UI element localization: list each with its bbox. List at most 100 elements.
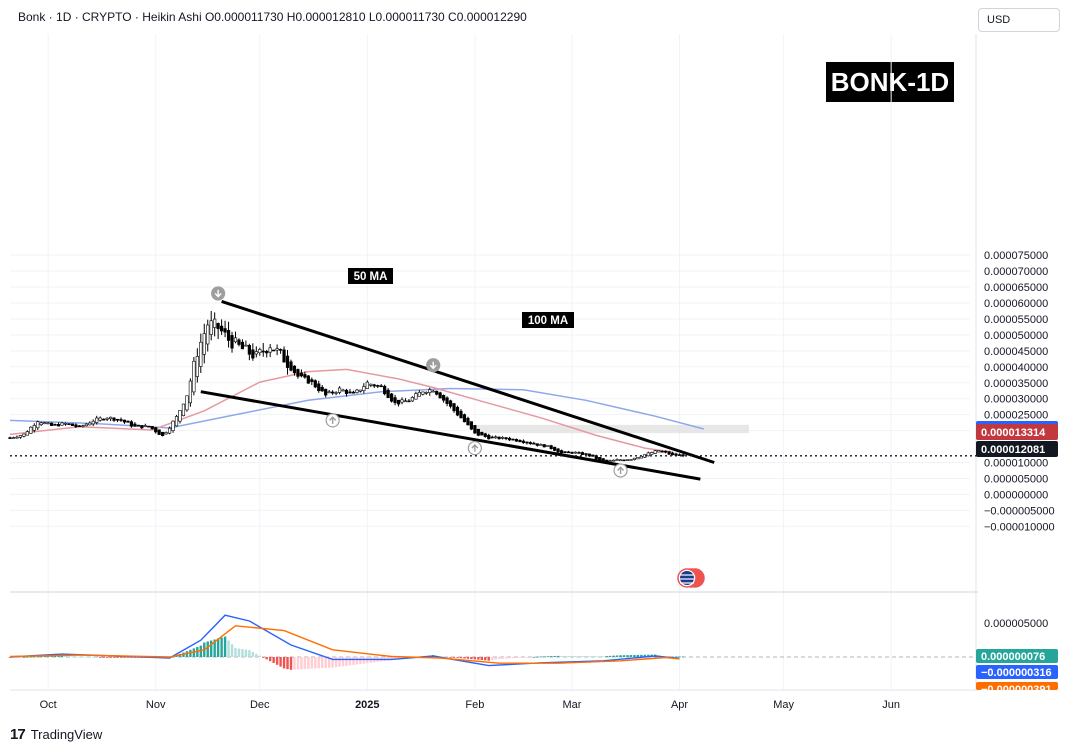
candle-body bbox=[376, 385, 380, 387]
candle-body bbox=[102, 418, 106, 421]
candle bbox=[407, 399, 411, 403]
candle bbox=[681, 453, 685, 458]
candle bbox=[11, 436, 16, 439]
x-tick-label: Nov bbox=[146, 699, 166, 711]
price-badge: 0.000012081 bbox=[976, 441, 1058, 457]
candle-body bbox=[174, 416, 179, 427]
macd-histogram-bar bbox=[678, 656, 681, 658]
candle-body bbox=[442, 395, 446, 401]
candle bbox=[206, 319, 210, 352]
candle bbox=[150, 425, 154, 430]
candle-body bbox=[431, 390, 435, 393]
y-tick-label: 0.000055000 bbox=[984, 314, 1048, 326]
candle-body bbox=[268, 347, 272, 353]
candle-body bbox=[462, 414, 467, 423]
macd-histogram-bar bbox=[53, 655, 57, 657]
candle bbox=[254, 346, 258, 358]
candle-body bbox=[351, 391, 356, 394]
macd-histogram-bar bbox=[345, 657, 348, 666]
macd-histogram-bar bbox=[60, 655, 64, 657]
candle bbox=[459, 409, 463, 419]
candle bbox=[504, 436, 508, 441]
macd-histogram-bar bbox=[116, 657, 119, 658]
candle-body bbox=[206, 324, 210, 345]
macd-histogram-badge-text: 0.000000076 bbox=[981, 651, 1045, 663]
candle bbox=[341, 388, 345, 392]
candle bbox=[542, 444, 546, 448]
marker-arrow bbox=[329, 416, 337, 424]
candle-body bbox=[660, 450, 664, 453]
us-flag-icon bbox=[677, 568, 705, 588]
macd-histogram-bar bbox=[293, 657, 296, 670]
candle bbox=[462, 413, 467, 423]
macd-histogram-bar bbox=[244, 649, 248, 657]
candle bbox=[487, 433, 491, 440]
candle bbox=[365, 380, 369, 389]
candle-body bbox=[355, 389, 359, 393]
macd-histogram-bar bbox=[286, 657, 289, 670]
candle-body bbox=[358, 389, 362, 392]
candle-body bbox=[91, 420, 95, 425]
macd-histogram-bar bbox=[40, 656, 43, 658]
candle-body bbox=[327, 391, 331, 394]
macd-histogram-bar bbox=[591, 656, 595, 657]
macd-histogram-bar bbox=[300, 657, 303, 670]
macd-histogram-bar bbox=[463, 657, 466, 659]
candle-body bbox=[285, 355, 290, 368]
macd-histogram-bar bbox=[466, 657, 470, 659]
macd-histogram-bar bbox=[220, 637, 223, 657]
candle-body bbox=[150, 425, 154, 430]
arrow-down-icon bbox=[211, 286, 226, 301]
candle bbox=[580, 451, 584, 456]
candle bbox=[636, 457, 640, 460]
candle bbox=[185, 395, 189, 412]
candle bbox=[119, 417, 123, 422]
x-tick-label: Apr bbox=[671, 699, 688, 711]
candle-body bbox=[50, 422, 54, 426]
candle-body bbox=[320, 386, 324, 392]
macd-histogram-bar bbox=[119, 657, 123, 658]
candle bbox=[230, 331, 234, 353]
candle bbox=[327, 389, 331, 394]
candle bbox=[386, 388, 390, 399]
candle bbox=[226, 321, 231, 348]
candle bbox=[393, 394, 397, 406]
arrow-down-icon bbox=[426, 358, 441, 373]
macd-histogram-bar bbox=[619, 655, 622, 657]
candle-body bbox=[608, 460, 612, 462]
candle bbox=[546, 445, 550, 447]
x-tick-label: May bbox=[773, 699, 794, 711]
candle-body bbox=[528, 442, 532, 445]
candle-body bbox=[36, 421, 40, 429]
macd-histogram-bar bbox=[321, 657, 324, 669]
macd-histogram-bar bbox=[674, 656, 678, 658]
candle-body bbox=[95, 417, 99, 423]
candle bbox=[320, 385, 324, 392]
trendline-upper bbox=[221, 299, 715, 464]
macd-histogram-bar bbox=[102, 657, 105, 658]
candle bbox=[174, 414, 179, 427]
candle bbox=[240, 339, 245, 350]
candle-body bbox=[379, 385, 383, 388]
macd-histogram-bar bbox=[331, 657, 334, 668]
candle-body bbox=[417, 391, 421, 397]
candle bbox=[161, 431, 165, 437]
candle-body bbox=[81, 425, 85, 427]
ma50-badge: 0.000013314 bbox=[976, 424, 1058, 440]
candle-body bbox=[178, 409, 182, 422]
candle-body bbox=[230, 335, 234, 349]
x-tick-label: Feb bbox=[465, 699, 484, 711]
candle bbox=[188, 378, 192, 407]
macd-histogram-bar bbox=[237, 648, 241, 657]
candle bbox=[577, 451, 581, 454]
macd-histogram-bar bbox=[85, 656, 88, 658]
candle bbox=[608, 459, 612, 462]
y-tick-label: 0.000035000 bbox=[984, 378, 1048, 390]
macd-histogram-bar bbox=[362, 657, 366, 664]
candle-body bbox=[289, 361, 293, 371]
tradingview-brand[interactable]: 17 TradingView bbox=[10, 726, 102, 743]
currency-selector[interactable]: USD bbox=[978, 8, 1060, 32]
candle bbox=[428, 387, 432, 396]
candle bbox=[164, 431, 168, 435]
